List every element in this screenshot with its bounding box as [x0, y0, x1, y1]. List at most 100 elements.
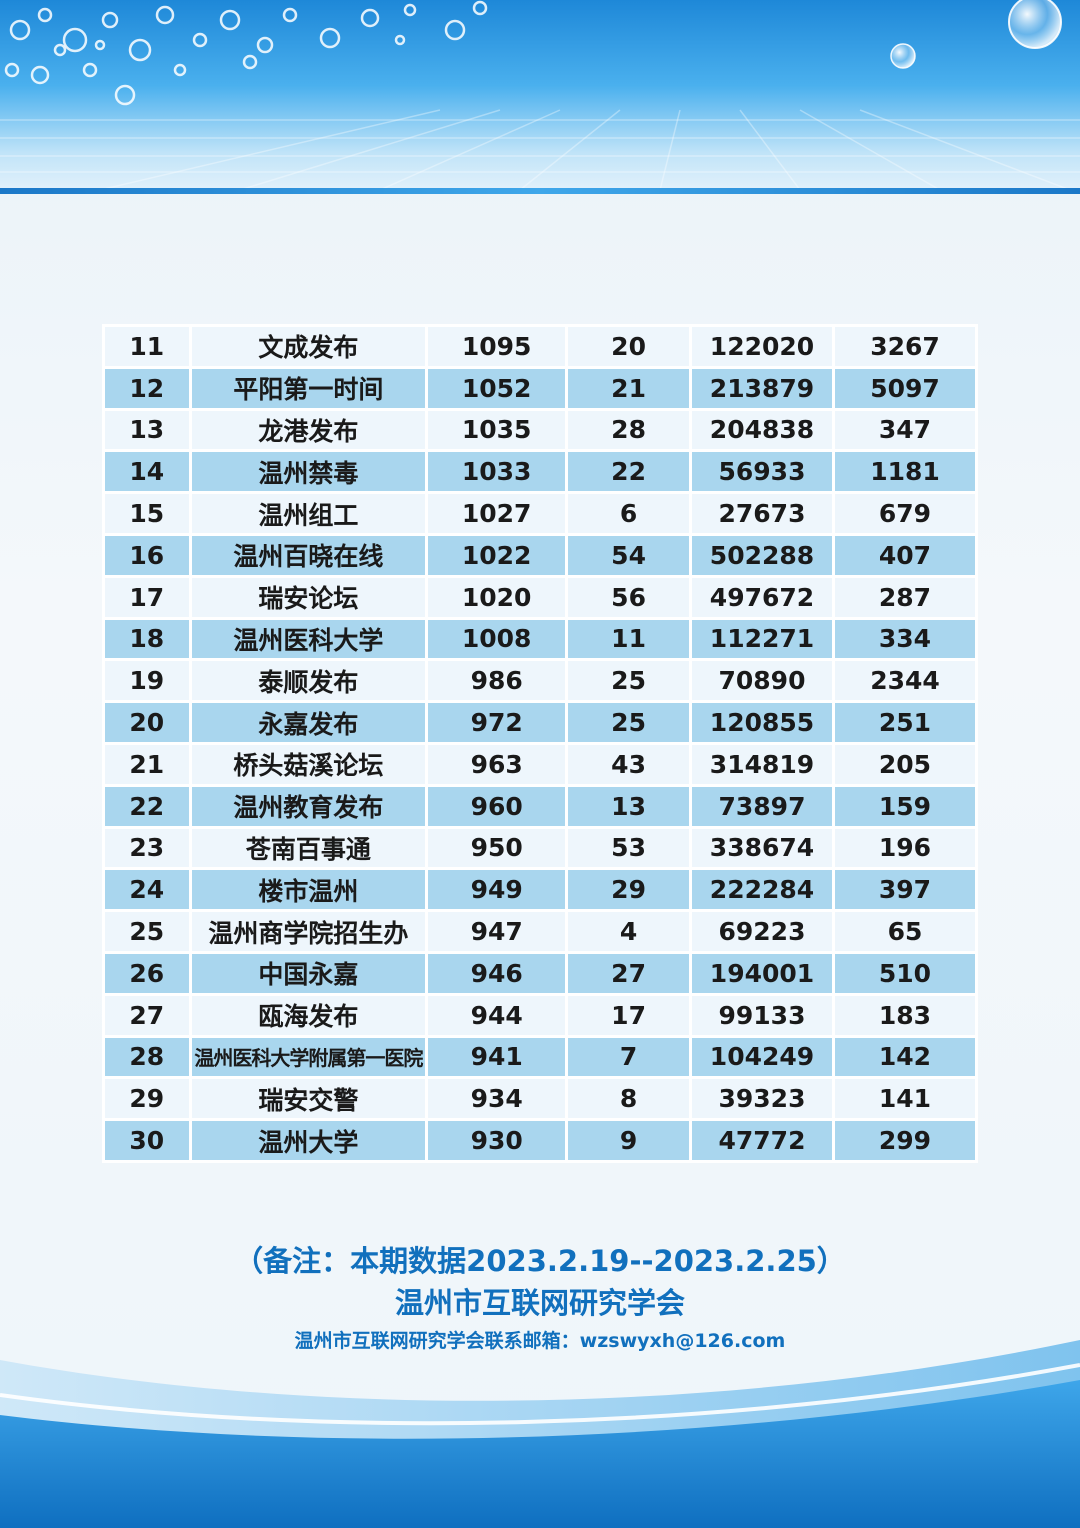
value-cell-3: 338674 [692, 828, 832, 868]
table-row: 25 温州商学院招生办 947 4 69223 65 [105, 912, 975, 951]
value-cell-4: 407 [834, 535, 975, 575]
value-cell-4: 3267 [834, 327, 975, 366]
account-name-cell: 温州商学院招生办 [191, 912, 426, 951]
value-cell-1: 1020 [428, 577, 566, 617]
rank-cell: 16 [105, 535, 189, 575]
value-cell-4: 1181 [834, 452, 975, 492]
account-name-cell: 温州医科大学 [191, 619, 426, 659]
value-cell-2: 17 [568, 995, 689, 1035]
data-period-note: （备注：本期数据2023.2.19--2023.2.25） [234, 1244, 846, 1278]
value-cell-4: 347 [834, 410, 975, 450]
value-cell-3: 70890 [692, 661, 832, 701]
table-row: 24 楼市温州 949 29 222284 397 [105, 870, 975, 910]
value-cell-2: 22 [568, 452, 689, 492]
value-cell-4: 251 [834, 703, 975, 742]
value-cell-1: 946 [428, 953, 566, 993]
contact-email: 温州市互联网研究学会联系邮箱：wzswyxh@126.com [294, 1330, 786, 1352]
account-name-cell: 文成发布 [191, 327, 426, 366]
footer-wave [0, 1340, 1080, 1528]
banner-divider [0, 188, 1080, 194]
table-row: 19 泰顺发布 986 25 70890 2344 [105, 661, 975, 701]
table-row: 20 永嘉发布 972 25 120855 251 [105, 703, 975, 742]
value-cell-3: 73897 [692, 786, 832, 826]
rank-cell: 28 [105, 1037, 189, 1077]
value-cell-4: 2344 [834, 661, 975, 701]
table-row: 15 温州组工 1027 6 27673 679 [105, 494, 975, 533]
value-cell-3: 204838 [692, 410, 832, 450]
rank-cell: 14 [105, 452, 189, 492]
value-cell-2: 56 [568, 577, 689, 617]
table-row: 17 瑞安论坛 1020 56 497672 287 [105, 577, 975, 617]
value-cell-3: 194001 [692, 953, 832, 993]
value-cell-4: 287 [834, 577, 975, 617]
account-name-cell: 温州组工 [191, 494, 426, 533]
rank-cell: 25 [105, 912, 189, 951]
value-cell-1: 960 [428, 786, 566, 826]
value-cell-1: 972 [428, 703, 566, 742]
value-cell-4: 397 [834, 870, 975, 910]
value-cell-3: 502288 [692, 535, 832, 575]
value-cell-1: 1033 [428, 452, 566, 492]
organization-name: 温州市互联网研究学会 [394, 1286, 685, 1320]
value-cell-4: 5097 [834, 368, 975, 408]
value-cell-3: 222284 [692, 870, 832, 910]
value-cell-3: 122020 [692, 327, 832, 366]
account-name-cell: 瑞安论坛 [191, 577, 426, 617]
value-cell-1: 1008 [428, 619, 566, 659]
value-cell-2: 11 [568, 619, 689, 659]
value-cell-1: 1027 [428, 494, 566, 533]
account-name-cell: 瓯海发布 [191, 995, 426, 1035]
table-row: 22 温州教育发布 960 13 73897 159 [105, 786, 975, 826]
value-cell-2: 29 [568, 870, 689, 910]
rank-cell: 15 [105, 494, 189, 533]
rank-cell: 21 [105, 744, 189, 784]
value-cell-3: 69223 [692, 912, 832, 951]
value-cell-4: 141 [834, 1079, 975, 1119]
value-cell-2: 53 [568, 828, 689, 868]
table-row: 27 瓯海发布 944 17 99133 183 [105, 995, 975, 1035]
table-row: 21 桥头菇溪论坛 963 43 314819 205 [105, 744, 975, 784]
table-row: 14 温州禁毒 1033 22 56933 1181 [105, 452, 975, 492]
value-cell-1: 1022 [428, 535, 566, 575]
value-cell-2: 8 [568, 1079, 689, 1119]
header-banner [0, 0, 1080, 190]
account-name-cell: 瑞安交警 [191, 1079, 426, 1119]
account-name-cell: 温州教育发布 [191, 786, 426, 826]
value-cell-4: 334 [834, 619, 975, 659]
rank-cell: 30 [105, 1121, 189, 1160]
rank-cell: 26 [105, 953, 189, 993]
ranking-table-grid: 11 文成发布 1095 20 122020 3267 12 平阳第一时间 1052 21 2138… [102, 324, 978, 1163]
value-cell-1: 1052 [428, 368, 566, 408]
value-cell-1: 950 [428, 828, 566, 868]
value-cell-3: 112271 [692, 619, 832, 659]
value-cell-2: 20 [568, 327, 689, 366]
value-cell-3: 27673 [692, 494, 832, 533]
value-cell-2: 25 [568, 661, 689, 701]
value-cell-4: 510 [834, 953, 975, 993]
value-cell-3: 104249 [692, 1037, 832, 1077]
value-cell-2: 27 [568, 953, 689, 993]
table-row: 16 温州百晓在线 1022 54 502288 407 [105, 535, 975, 575]
banner-decoration [0, 0, 1080, 190]
rank-cell: 12 [105, 368, 189, 408]
value-cell-2: 54 [568, 535, 689, 575]
value-cell-2: 4 [568, 912, 689, 951]
value-cell-4: 159 [834, 786, 975, 826]
value-cell-3: 39323 [692, 1079, 832, 1119]
account-name-cell: 桥头菇溪论坛 [191, 744, 426, 784]
value-cell-4: 65 [834, 912, 975, 951]
rank-cell: 13 [105, 410, 189, 450]
value-cell-4: 142 [834, 1037, 975, 1077]
value-cell-1: 949 [428, 870, 566, 910]
value-cell-2: 13 [568, 786, 689, 826]
rank-cell: 29 [105, 1079, 189, 1119]
account-name-cell: 温州医科大学附属第一医院 [191, 1037, 426, 1077]
table-row: 28 温州医科大学附属第一医院 941 7 104249 142 [105, 1037, 975, 1077]
value-cell-3: 120855 [692, 703, 832, 742]
value-cell-2: 28 [568, 410, 689, 450]
account-name-cell: 温州百晓在线 [191, 535, 426, 575]
table-row: 12 平阳第一时间 1052 21 213879 5097 [105, 368, 975, 408]
rank-cell: 23 [105, 828, 189, 868]
value-cell-2: 25 [568, 703, 689, 742]
account-name-cell: 永嘉发布 [191, 703, 426, 742]
